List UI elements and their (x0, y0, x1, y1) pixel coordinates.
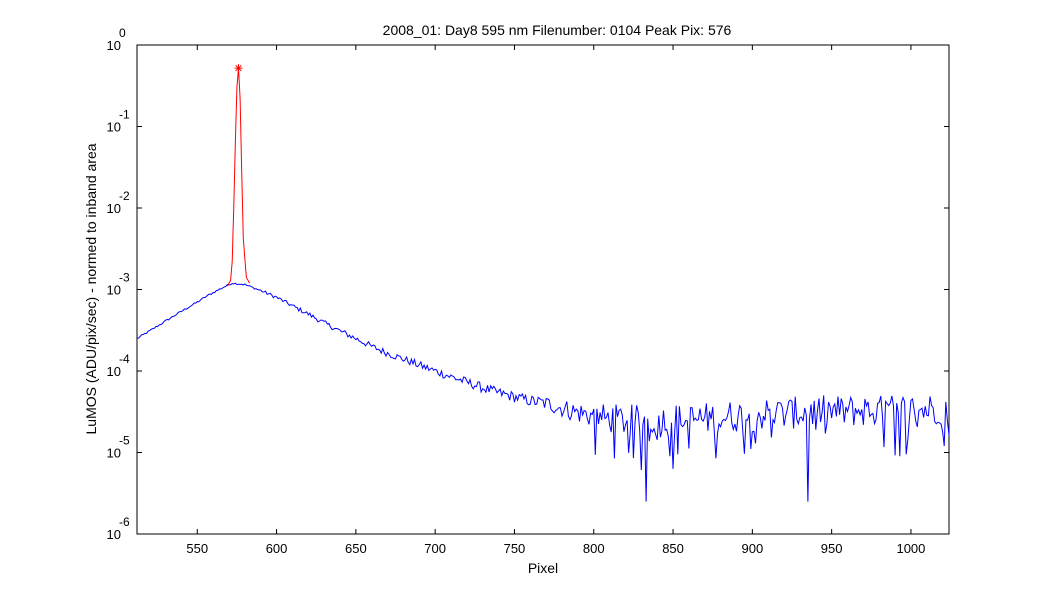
x-tick-label: 550 (186, 541, 208, 556)
y-tick-label-base: 10 (107, 38, 121, 53)
y-tick-label-exponent: -6 (119, 515, 130, 529)
y-tick-label-exponent: -3 (119, 271, 130, 285)
y-tick-label-exponent: 0 (119, 26, 126, 40)
y-tick-label-exponent: -4 (119, 352, 130, 366)
chart-title: 2008_01: Day8 595 nm Filenumber: 0104 Pe… (383, 22, 732, 38)
x-tick-label: 900 (741, 541, 763, 556)
x-tick-label: 750 (504, 541, 526, 556)
x-tick-label: 600 (266, 541, 288, 556)
y-tick-label-exponent: -1 (119, 108, 130, 122)
x-tick-label: 800 (583, 541, 605, 556)
peak-marker (234, 64, 243, 73)
x-tick-label: 950 (821, 541, 843, 556)
x-tick-label: 700 (424, 541, 446, 556)
x-axis-label: Pixel (528, 560, 558, 576)
series-layer (136, 64, 950, 502)
plot-area (136, 44, 950, 535)
y-tick-label-base: 10 (107, 364, 121, 379)
y-tick-label-base: 10 (107, 283, 121, 298)
x-axis-ticks: 550 600 650 700 750 800 850 900 950 1000 (186, 45, 925, 556)
x-tick-label: 650 (345, 541, 367, 556)
y-axis-label: LuMOS (ADU/pix/sec) - normed to inband a… (83, 143, 99, 434)
y-tick-label-base: 10 (107, 201, 121, 216)
y-tick-label-base: 10 (107, 120, 121, 135)
x-tick-label: 850 (662, 541, 684, 556)
series-line-outband (136, 282, 950, 502)
y-tick-label-exponent: -5 (119, 434, 130, 448)
y-tick-label-exponent: -2 (119, 189, 130, 203)
peak-marker-stroke (235, 64, 242, 72)
y-tick-label-base: 10 (107, 527, 121, 542)
y-tick-label-base: 10 (107, 446, 121, 461)
x-tick-label: 1000 (896, 541, 925, 556)
